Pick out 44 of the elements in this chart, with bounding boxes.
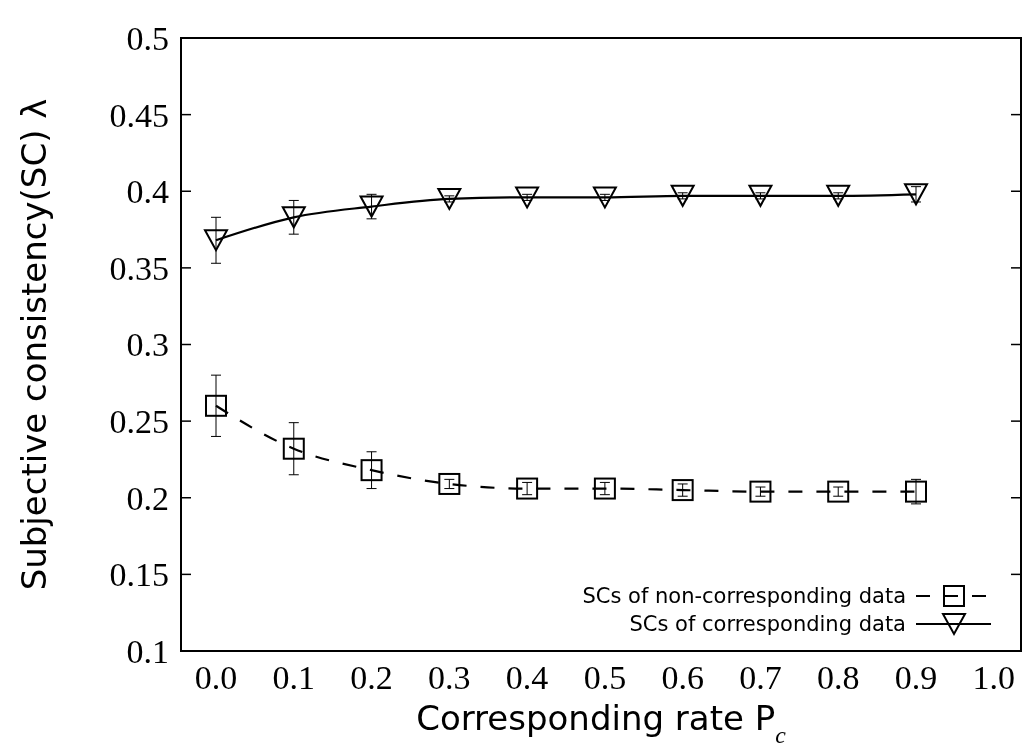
legend-label: SCs of corresponding data [629,612,906,637]
y-tick-label: 0.15 [109,556,169,594]
y-axis-title: Subjective consistency(SC) λ [14,98,54,591]
x-tick-label: 0.1 [272,659,316,696]
point [516,477,539,500]
x-tick-label: 0.7 [739,659,782,696]
y-tick-label: 0.2 [126,479,169,517]
point [827,480,850,503]
point [515,186,540,209]
point [205,394,227,417]
y-tick-label: 0.4 [126,173,169,211]
point [282,437,305,460]
x-tick-label: 0.3 [428,659,471,696]
point [438,472,461,495]
y-tick-label: 0.45 [109,96,169,134]
x-axis-title: Corresponding rate P$_{c}$ [416,698,787,748]
legend-label: SCs of non-corresponding data [582,584,906,609]
point [826,184,851,207]
point [748,184,773,207]
point [671,479,694,502]
y-tick-label: 0.35 [109,249,169,287]
y-tick-label: 0.1 [126,632,169,670]
x-tick-label: 0.9 [894,659,938,696]
point [749,480,772,503]
point [204,229,228,252]
x-tick-label: 0.2 [350,659,393,696]
y-tick-label: 0.5 [126,19,169,57]
x-tick-label: 0.8 [816,659,860,696]
x-tick-label: 1.0 [972,659,1016,696]
point [360,459,383,482]
point [904,183,928,206]
point [593,477,616,500]
point [281,206,306,229]
point [592,186,617,209]
point [359,195,384,218]
x-tick-label: 0.5 [583,659,627,696]
point [905,480,927,503]
y-tick-label: 0.3 [126,326,169,364]
point [670,184,695,207]
x-tick-label: 0.6 [661,659,704,696]
x-tick-label: 0.0 [194,659,238,696]
x-tick-label: 0.4 [505,659,549,696]
point [437,187,462,210]
y-tick-label: 0.25 [109,403,169,441]
